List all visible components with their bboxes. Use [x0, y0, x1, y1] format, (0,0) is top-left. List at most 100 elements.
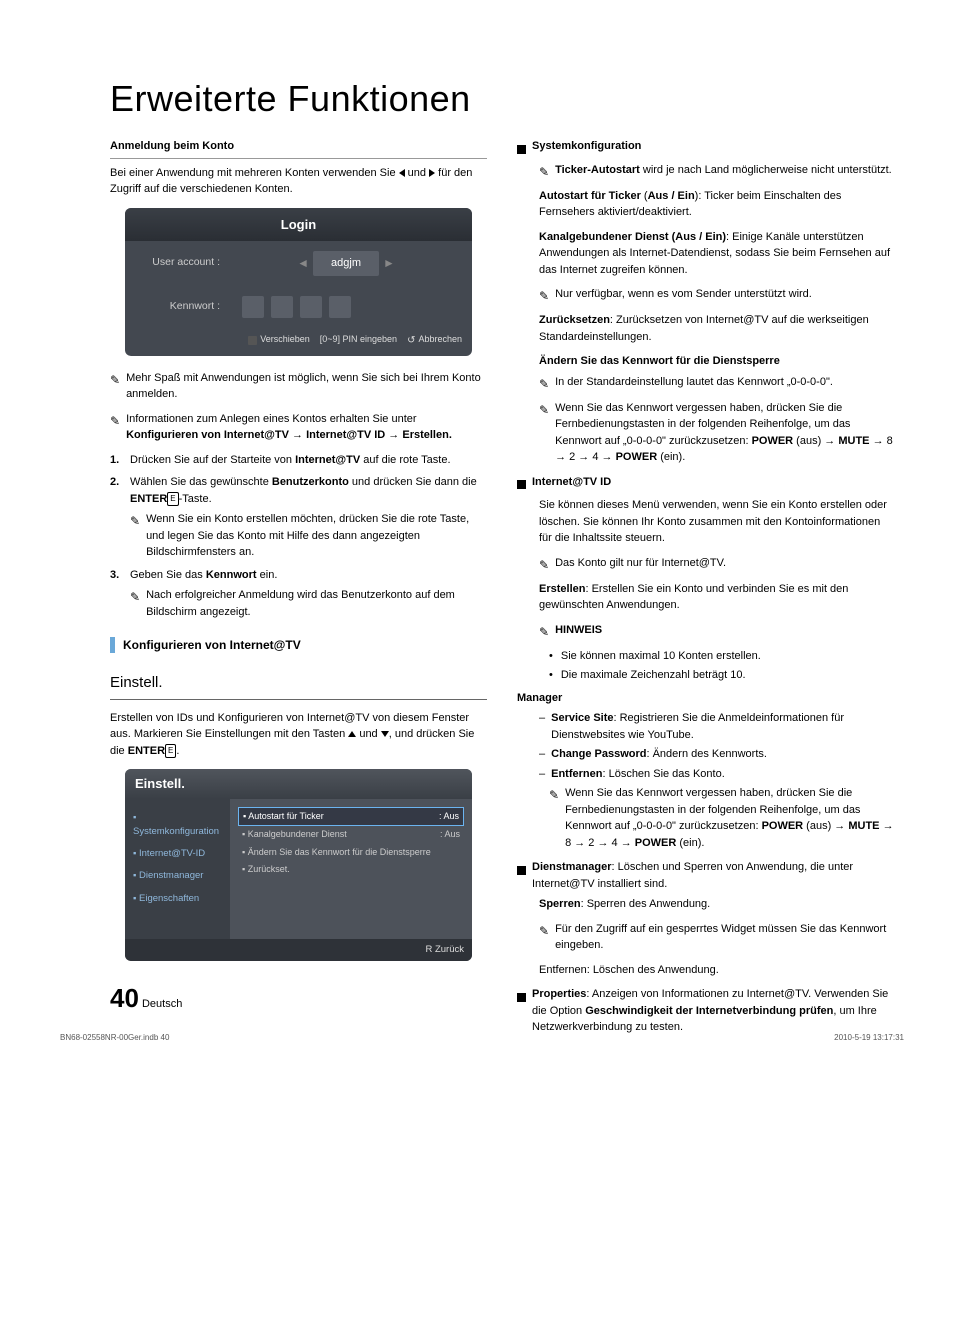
enter-icon: E [167, 492, 178, 506]
subhead-login: Anmeldung beim Konto [110, 138, 487, 159]
manager-head: Manager [517, 690, 894, 707]
user-account-label: User account : [133, 255, 228, 271]
itvid-head: Internet@TV ID [532, 476, 611, 488]
bullet-icon [517, 480, 526, 489]
password-digit-4[interactable] [329, 296, 351, 318]
footer-file: BN68-02558NR-00Ger.indb 40 [60, 1033, 169, 1042]
manager-service-site: Service Site: Registrieren Sie die Anmel… [551, 710, 894, 743]
login-foot-move: Verschieben [248, 333, 310, 348]
step-1: Drücken Sie auf der Starteite von Intern… [130, 452, 487, 469]
step-2: Wählen Sie das gewünschte Benutzerkonto … [130, 474, 487, 561]
einstell-row-pw[interactable]: ▪ Ändern Sie das Kennwort für die Dienst… [238, 844, 464, 862]
note-icon: ✎ [539, 556, 549, 574]
note-icon: ✎ [130, 512, 140, 562]
note-icon: ✎ [110, 371, 120, 404]
autostart-para: Autostart für Ticker (Aus / Ein): Ticker… [539, 188, 894, 221]
einstell-row-reset[interactable]: ▪ Zurückset. [238, 861, 464, 879]
red-button-icon [248, 336, 257, 345]
section-marker-icon [110, 637, 115, 653]
prev-account-icon[interactable]: ◄ [297, 254, 309, 272]
erstellen-para: Erstellen: Erstellen Sie ein Konto und v… [539, 581, 894, 614]
login-foot-cancel: ↺Abbrechen [407, 333, 462, 348]
bullet-icon [517, 866, 526, 875]
note-icon: ✎ [539, 375, 549, 393]
step-num-1: 1. [110, 452, 122, 469]
einstell-heading: Einstell. [110, 672, 487, 700]
right-column: Systemkonfiguration ✎ Ticker-Autostart w… [517, 138, 894, 1040]
einstell-sidebar: ▪ Systemkonfiguration ▪ Internet@TV-ID ▪… [125, 799, 230, 939]
pw-note-1: In der Standardeinstellung lautet das Ke… [555, 374, 894, 392]
sidebar-item-itvid[interactable]: ▪ Internet@TV-ID [131, 843, 224, 865]
pw-note-2: Wenn Sie das Kennwort vergessen haben, d… [555, 400, 894, 466]
note-icon: ✎ [539, 922, 549, 955]
note-icon: ✎ [539, 163, 549, 181]
syskonfig-head: Systemkonfiguration [532, 140, 641, 152]
sidebar-item-eigenschaften[interactable]: ▪ Eigenschaften [131, 888, 224, 910]
note-2: Informationen zum Anlegen eines Kontos e… [126, 411, 487, 444]
return-icon: ↺ [407, 333, 415, 348]
step-2-note: Wenn Sie ein Konto erstellen möchten, dr… [146, 511, 487, 561]
next-account-icon[interactable]: ► [383, 254, 395, 272]
page-title: Erweiterte Funktionen [110, 78, 894, 120]
entfernen2-para: Entfernen: Löschen des Anwendung. [539, 962, 894, 979]
note-icon: ✎ [539, 287, 549, 305]
sidebar-item-syskonfig[interactable]: ▪ Systemkonfiguration [131, 807, 224, 844]
page-number: 40 Deutsch [110, 983, 182, 1014]
password-digit-1[interactable] [242, 296, 264, 318]
left-column: Anmeldung beim Konto Bei einer Anwendung… [110, 138, 487, 1040]
einstell-row-kanal[interactable]: ▪ Kanalgebundener Dienst: Aus [238, 826, 464, 844]
config-section-head: Konfigurieren von Internet@TV [110, 636, 487, 654]
einstell-panel: Einstell. ▪ Systemkonfiguration ▪ Intern… [125, 769, 472, 961]
login-panel: Login User account : ◄ adgjm ► Kennwort … [125, 208, 472, 356]
note-icon: ✎ [539, 623, 549, 641]
password-digit-3[interactable] [300, 296, 322, 318]
sperren-note: Für den Zugriff auf ein gesperrtes Widge… [555, 921, 894, 954]
manager-entfernen-note: Wenn Sie das Kennwort vergessen haben, d… [565, 785, 894, 851]
login-intro: Bei einer Anwendung mit mehreren Konten … [110, 165, 487, 198]
step-3-note: Nach erfolgreicher Anmeldung wird das Be… [146, 587, 487, 620]
bullet-icon [517, 993, 526, 1002]
enter-icon: E [165, 744, 176, 758]
dash-icon: – [539, 746, 545, 763]
step-3: Geben Sie das Kennwort ein. ✎Nach erfolg… [130, 567, 487, 621]
einstell-intro: Erstellen von IDs und Konfigurieren von … [110, 710, 487, 760]
manager-change-pw: Change Password: Ändern des Kennworts. [551, 746, 767, 763]
login-foot-pin: [0~9] PIN eingeben [320, 333, 397, 348]
note-icon: ✎ [549, 786, 559, 852]
einstell-foot: R Zurück [125, 939, 472, 961]
note-1: Mehr Spaß mit Anwendungen ist möglich, w… [126, 370, 487, 403]
note-icon: ✎ [130, 588, 140, 621]
reset-para: Zurücksetzen: Zurücksetzen von Internet@… [539, 312, 894, 345]
hinweis-1: Sie können maximal 10 Konten erstellen. [561, 648, 761, 665]
step-num-2: 2. [110, 474, 122, 561]
bullet-icon [517, 145, 526, 154]
kanal-para: Kanalgebundener Dienst (Aus / Ein): Eini… [539, 229, 894, 279]
note-icon: ✎ [110, 412, 120, 445]
einstell-title: Einstell. [125, 769, 472, 799]
password-label: Kennwort : [133, 299, 228, 315]
hinweis-2: Die maximale Zeichenzahl beträgt 10. [561, 667, 746, 684]
pwchange-head: Ändern Sie das Kennwort für die Dienstsp… [539, 353, 894, 370]
einstell-row-autostart[interactable]: ▪ Autostart für Ticker: Aus [238, 807, 464, 827]
itvid-note: Das Konto gilt nur für Internet@TV. [555, 555, 894, 573]
password-digit-2[interactable] [271, 296, 293, 318]
sidebar-item-dienstmanager[interactable]: ▪ Dienstmanager [131, 865, 224, 887]
kanal-note: Nur verfügbar, wenn es vom Sender unters… [555, 286, 894, 304]
login-title: Login [125, 208, 472, 242]
dash-icon: – [539, 710, 545, 743]
note-icon: ✎ [539, 401, 549, 467]
footer-timestamp: 2010-5-19 13:17:31 [834, 1033, 904, 1042]
properties-para: Properties: Anzeigen von Informationen z… [532, 986, 894, 1036]
ticker-note: Ticker-Autostart wird je nach Land mögli… [555, 162, 894, 180]
print-footer: BN68-02558NR-00Ger.indb 40 2010-5-19 13:… [60, 1033, 904, 1042]
user-account-value[interactable]: adgjm [313, 251, 379, 276]
dash-icon: – [539, 766, 545, 783]
step-num-3: 3. [110, 567, 122, 621]
bullet-dot-icon: • [549, 648, 553, 665]
einstell-main: ▪ Autostart für Ticker: Aus ▪ Kanalgebun… [230, 799, 472, 939]
manager-entfernen: Entfernen: Löschen Sie das Konto. [551, 766, 725, 783]
sperren-para: Sperren: Sperren des Anwendung. [539, 896, 894, 913]
down-arrow-icon [381, 731, 389, 737]
dienstmanager-para: Dienstmanager: Löschen und Sperren von A… [532, 859, 894, 892]
bullet-dot-icon: • [549, 667, 553, 684]
